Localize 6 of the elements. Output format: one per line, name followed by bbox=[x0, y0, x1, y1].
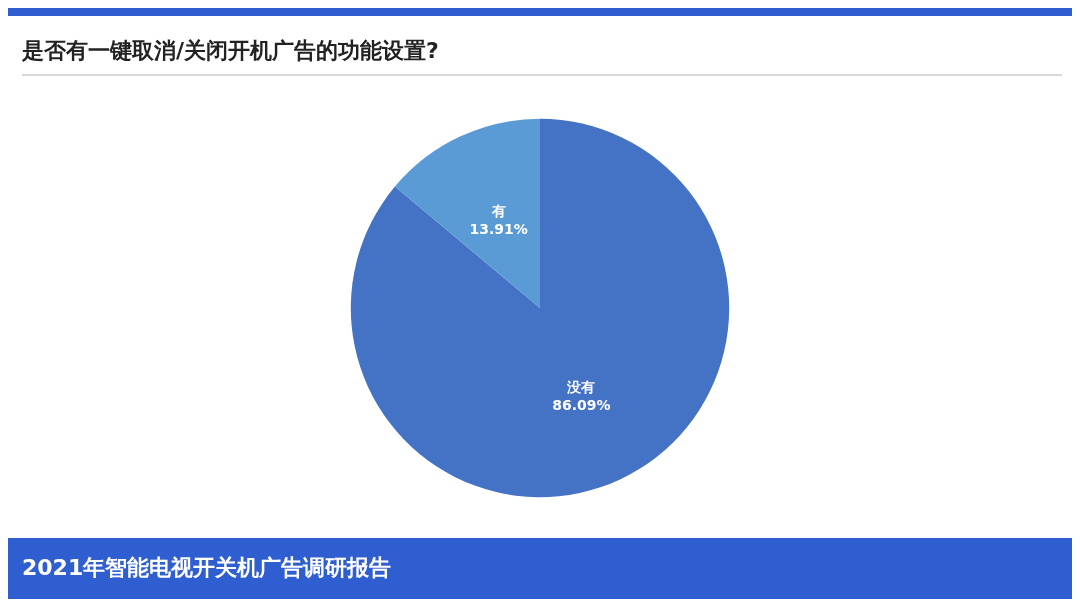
slice-label: 有 bbox=[490, 202, 506, 219]
chart-title: 是否有一键取消/关闭开机广告的功能设置? bbox=[22, 37, 439, 65]
slice-label: 没有 bbox=[566, 379, 596, 396]
data-label: 13.91% bbox=[469, 220, 528, 237]
data-label: 86.09% bbox=[552, 397, 611, 414]
text: 2021年智能电视开关机广告调研报告 bbox=[22, 554, 392, 582]
